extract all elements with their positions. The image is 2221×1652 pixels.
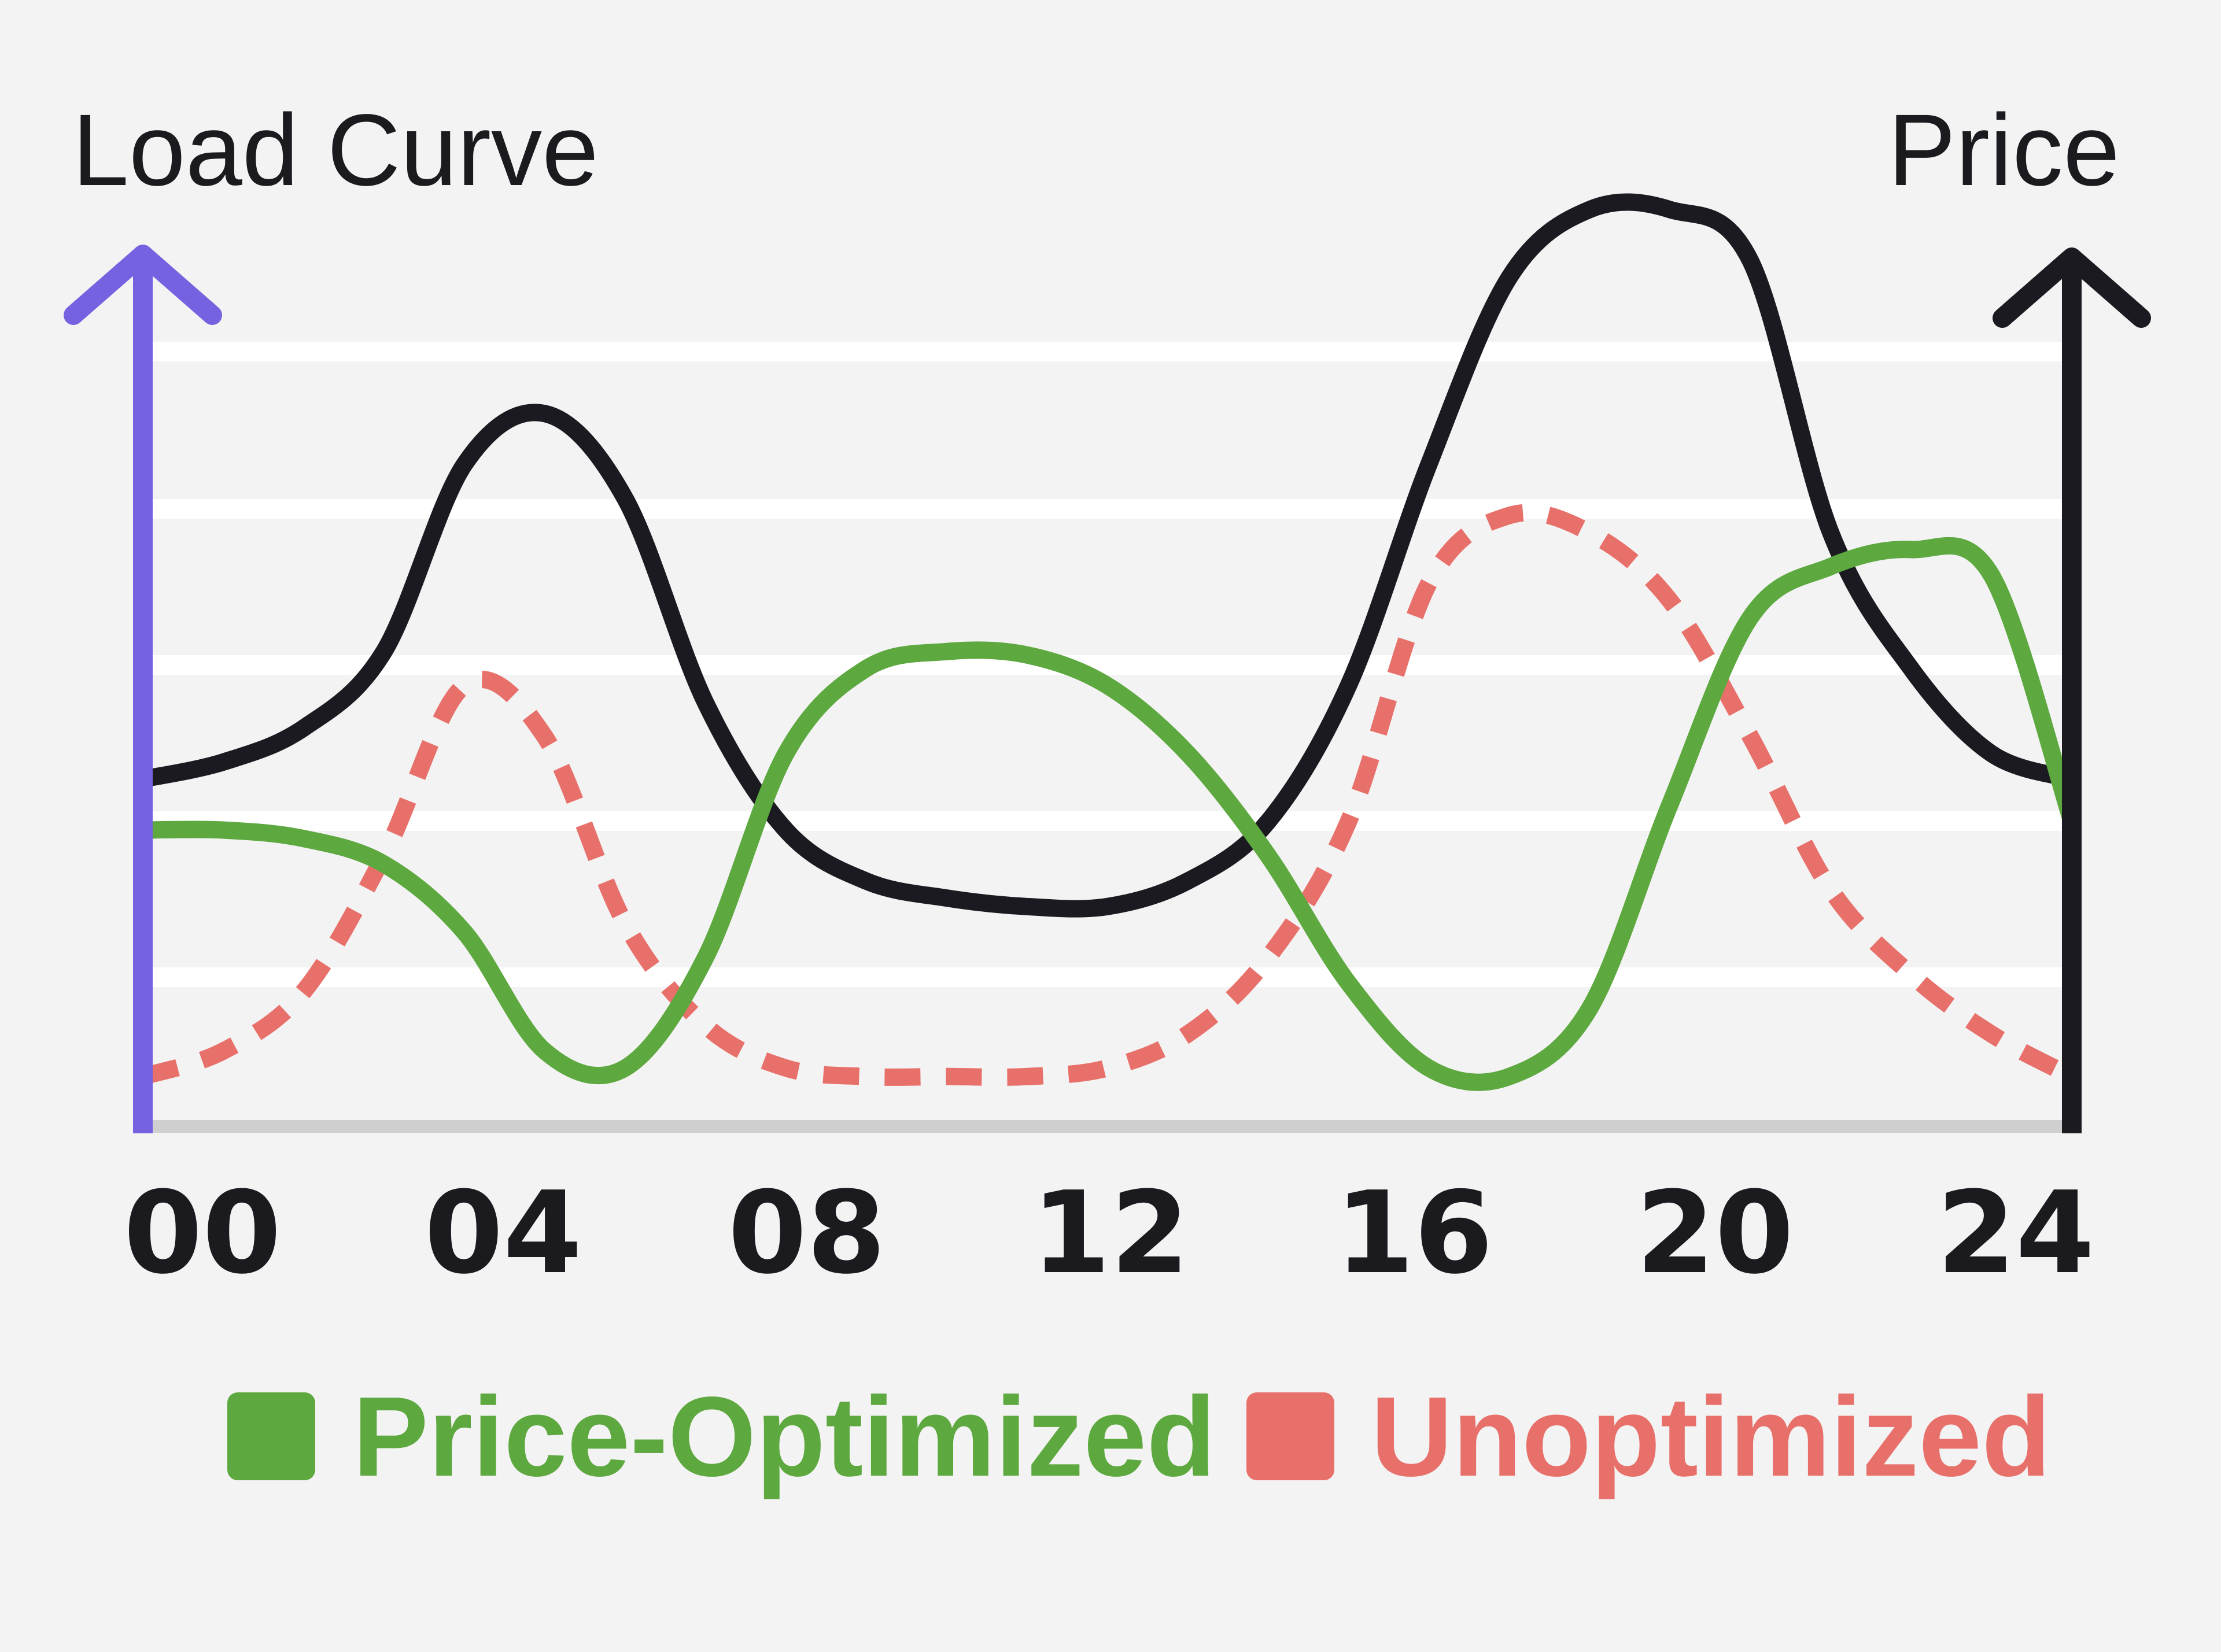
legend-swatch	[227, 1392, 315, 1480]
legend-swatch	[1246, 1392, 1334, 1480]
right-axis-label: Price	[1888, 94, 2120, 207]
series-line-unoptimized	[140, 504, 2076, 1086]
x-tick-label: 08	[728, 1167, 886, 1299]
legend-item-unoptimized: Unoptimized	[1246, 1373, 2051, 1500]
grid-lines	[143, 342, 2072, 1133]
x-tick-label: 20	[1636, 1167, 1794, 1299]
legend-label: Price-Optimized	[353, 1373, 1216, 1500]
series-line-price	[134, 193, 2080, 918]
axes	[64, 245, 2151, 1133]
legend-item-price-optimized: Price-Optimized	[227, 1373, 1216, 1500]
series-lines	[134, 193, 2080, 1091]
series-line-price-optimized	[134, 537, 2080, 1091]
x-tick-label: 24	[1937, 1167, 2095, 1299]
right-axis-arrow-icon	[1993, 247, 2151, 328]
x-tick-label: 04	[425, 1167, 582, 1299]
legend: Price-Optimized Unoptimized	[227, 1373, 2051, 1500]
left-axis-label: Load Curve	[72, 94, 599, 207]
x-tick-label: 12	[1032, 1167, 1190, 1299]
x-tick-label: 00	[124, 1167, 282, 1299]
legend-label: Unoptimized	[1371, 1373, 2051, 1500]
x-tick-labels: 00 04 08 12 16 20 24	[124, 1167, 2095, 1299]
left-axis-arrow-icon	[64, 245, 222, 325]
x-tick-label: 16	[1335, 1167, 1493, 1299]
